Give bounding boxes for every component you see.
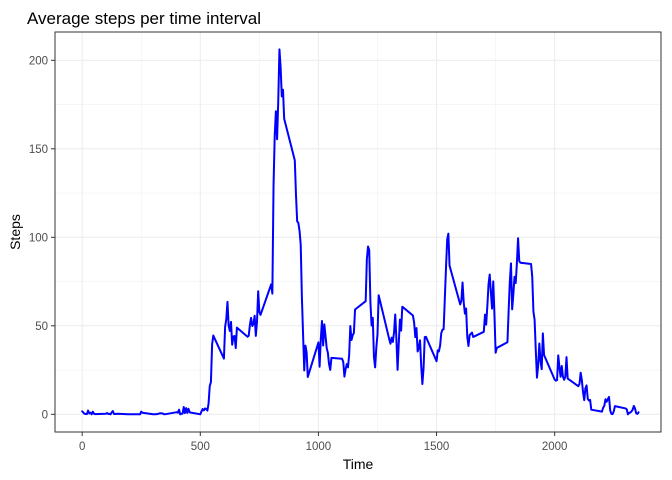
y-axis-ticks: 0 50 100 150 200 <box>29 55 55 421</box>
y-tick-label: 100 <box>29 232 48 244</box>
series-layer <box>81 48 640 416</box>
series-line <box>81 48 640 416</box>
chart-title: Average steps per time interval <box>27 9 261 28</box>
y-tick-label: 50 <box>35 321 48 333</box>
x-tick-label: 0 <box>79 441 85 453</box>
y-tick-label: 150 <box>29 144 48 156</box>
gridlines <box>55 32 661 432</box>
x-tick-label: 2000 <box>542 441 568 453</box>
plot-frame <box>54 31 662 433</box>
plot-panel <box>54 31 662 433</box>
x-tick-label: 500 <box>191 441 210 453</box>
x-axis-ticks: 0 500 1000 1500 2000 <box>79 432 568 453</box>
x-axis-title: Time <box>343 456 374 472</box>
x-tick-label: 1500 <box>424 441 450 453</box>
x-tick-label: 1000 <box>306 441 332 453</box>
y-axis-title: Steps <box>7 214 23 250</box>
y-tick-label: 200 <box>29 55 48 67</box>
y-tick-label: 0 <box>42 409 48 421</box>
